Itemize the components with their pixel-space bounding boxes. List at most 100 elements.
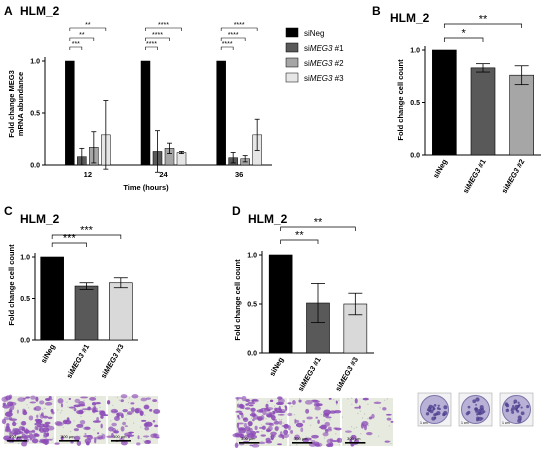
cell-blob [252, 418, 255, 422]
pore-dot [61, 410, 63, 412]
cell-blob [262, 410, 267, 416]
pore-dot [336, 404, 338, 406]
pore-dot [18, 443, 20, 445]
pore-dot [41, 408, 44, 411]
pore-dot [289, 444, 291, 446]
pore-dot [360, 433, 362, 435]
cell-blob [47, 416, 53, 420]
cell-blob [5, 411, 13, 417]
panel-c-significance-label: *** [80, 225, 94, 237]
colony-dot [428, 409, 431, 413]
cell-blob [256, 409, 264, 413]
pore-dot [248, 423, 250, 425]
pore-dot [97, 417, 99, 419]
panel-b-x-tick-label: siNeg [431, 157, 449, 180]
cell-blob [142, 435, 150, 438]
pore-dot [338, 399, 340, 401]
colony-dot [475, 397, 480, 402]
panel-a-significance-label: **** [146, 41, 157, 48]
colony-dot [517, 415, 522, 420]
cell-blob [242, 417, 249, 423]
scale-bar [111, 440, 131, 442]
cell-blob [36, 425, 40, 428]
pore-dot [130, 411, 132, 413]
cell-blob [94, 438, 97, 444]
panel-c-title: HLM_2 [20, 212, 60, 226]
pore-dot [242, 398, 245, 400]
cell-blob [261, 425, 266, 430]
pore-dot [286, 427, 288, 429]
pore-dot [335, 399, 337, 402]
cell-blob [145, 397, 151, 400]
colony-dot [475, 403, 477, 406]
pore-dot [241, 443, 244, 445]
cell-blob [362, 397, 369, 401]
pore-dot [60, 412, 62, 414]
pore-dot [351, 403, 353, 405]
pore-dot [128, 397, 130, 399]
cell-blob [28, 430, 33, 435]
cell-blob [25, 432, 28, 435]
cell-blob [17, 397, 26, 402]
panel-c-y-axis-label: Fold change cell count [7, 244, 16, 326]
pore-dot [132, 412, 134, 414]
panel-a-bar [140, 60, 151, 166]
pore-dot [13, 427, 15, 429]
pore-dot [116, 429, 119, 431]
cell-blob [44, 401, 53, 406]
cell-blob [78, 401, 85, 406]
pore-dot [275, 430, 278, 432]
cell-blob [250, 430, 257, 436]
cell-blob [382, 407, 387, 411]
cell-blob [371, 413, 375, 419]
panel-a-x-axis-label: Time (hours) [123, 183, 169, 192]
pore-dot [12, 417, 14, 419]
cell-blob [23, 429, 30, 434]
cell-blob [50, 408, 54, 413]
panel-a-legend-label: siMEG3 #3 [304, 74, 344, 83]
colony-dot [476, 409, 481, 414]
colony-dot [480, 410, 484, 415]
cell-blob [33, 432, 39, 437]
cell-blob [98, 410, 105, 414]
pore-dot [101, 432, 103, 435]
panel-c-bar [109, 282, 133, 341]
cell-blob [325, 416, 332, 419]
cell-blob [232, 433, 241, 438]
cell-blob [269, 411, 273, 417]
pore-dot [99, 406, 101, 408]
cell-blob [22, 408, 26, 413]
panel-a-bar [65, 60, 75, 166]
scale-bar [292, 442, 313, 444]
colony-dot [520, 406, 523, 409]
cell-blob [122, 421, 126, 426]
panel-b-bar [432, 49, 457, 156]
cell-blob [287, 402, 292, 405]
colony-dot [526, 405, 530, 409]
pore-dot [293, 414, 295, 416]
cell-blob [361, 420, 369, 427]
panel-a-legend-swatch [285, 72, 299, 83]
panel-a-significance-label: **** [222, 41, 233, 48]
pore-dot [55, 442, 57, 444]
cell-blob [273, 420, 280, 425]
panel-a-significance-label: **** [158, 22, 169, 29]
cell-blob [28, 415, 34, 421]
pore-dot [138, 437, 140, 439]
cell-blob [248, 404, 254, 407]
cell-blob [270, 431, 277, 436]
pore-dot [10, 416, 12, 418]
pore-dot [292, 438, 295, 440]
colony-dot [433, 404, 437, 407]
cell-blob [260, 414, 265, 421]
panel-d-y-tick-label: 1.0 [247, 253, 257, 260]
cell-blob [259, 426, 264, 429]
cell-blob [143, 404, 150, 410]
panel-d-micrographs: 300 µm 300 µm 300 µm [232, 395, 394, 449]
pore-dot [357, 412, 359, 415]
pore-dot [42, 411, 44, 414]
pore-dot [367, 422, 369, 424]
panel-b-bar [509, 74, 534, 156]
pore-dot [10, 433, 12, 435]
panel-a-legend-label: siNeg [304, 29, 324, 38]
